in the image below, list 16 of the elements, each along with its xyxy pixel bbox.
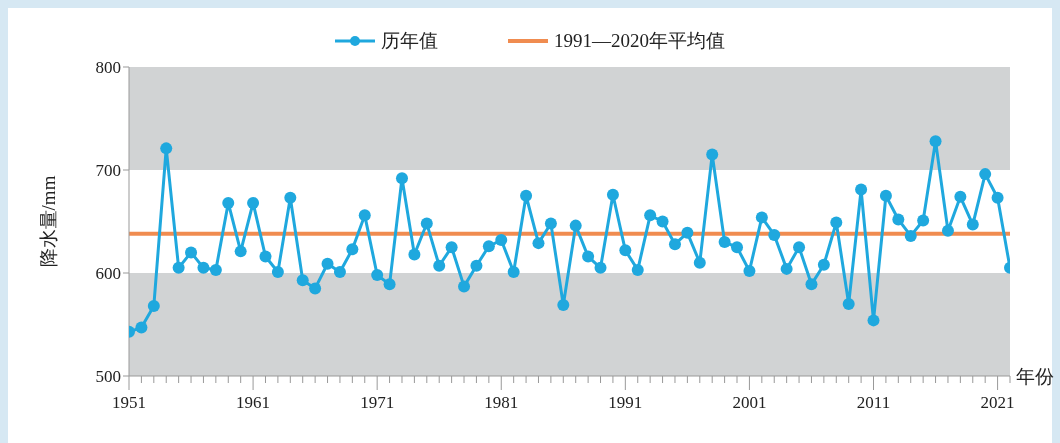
- y-axis-title: 降水量/mm: [37, 175, 59, 268]
- legend-label: 1991—2020年平均值: [554, 29, 725, 53]
- x-tick-label: 1981: [484, 393, 519, 412]
- x-tick-label: 1991: [608, 393, 643, 412]
- legend-label: 历年值: [381, 29, 438, 53]
- x-tick-label: 1971: [360, 393, 395, 412]
- x-tick-label: 2011: [856, 393, 891, 412]
- x-tick-label: 1951: [112, 393, 146, 412]
- x-tick-label: 2021: [980, 393, 1015, 412]
- y-tick-label: 800: [95, 58, 121, 78]
- y-tick-label: 700: [95, 161, 121, 181]
- x-tick-label: 2001: [732, 393, 767, 412]
- x-axis-title: 年份: [1016, 365, 1054, 389]
- y-tick-label: 500: [95, 367, 121, 387]
- x-tick-label: 1961: [236, 393, 271, 412]
- y-tick-label: 600: [95, 264, 121, 284]
